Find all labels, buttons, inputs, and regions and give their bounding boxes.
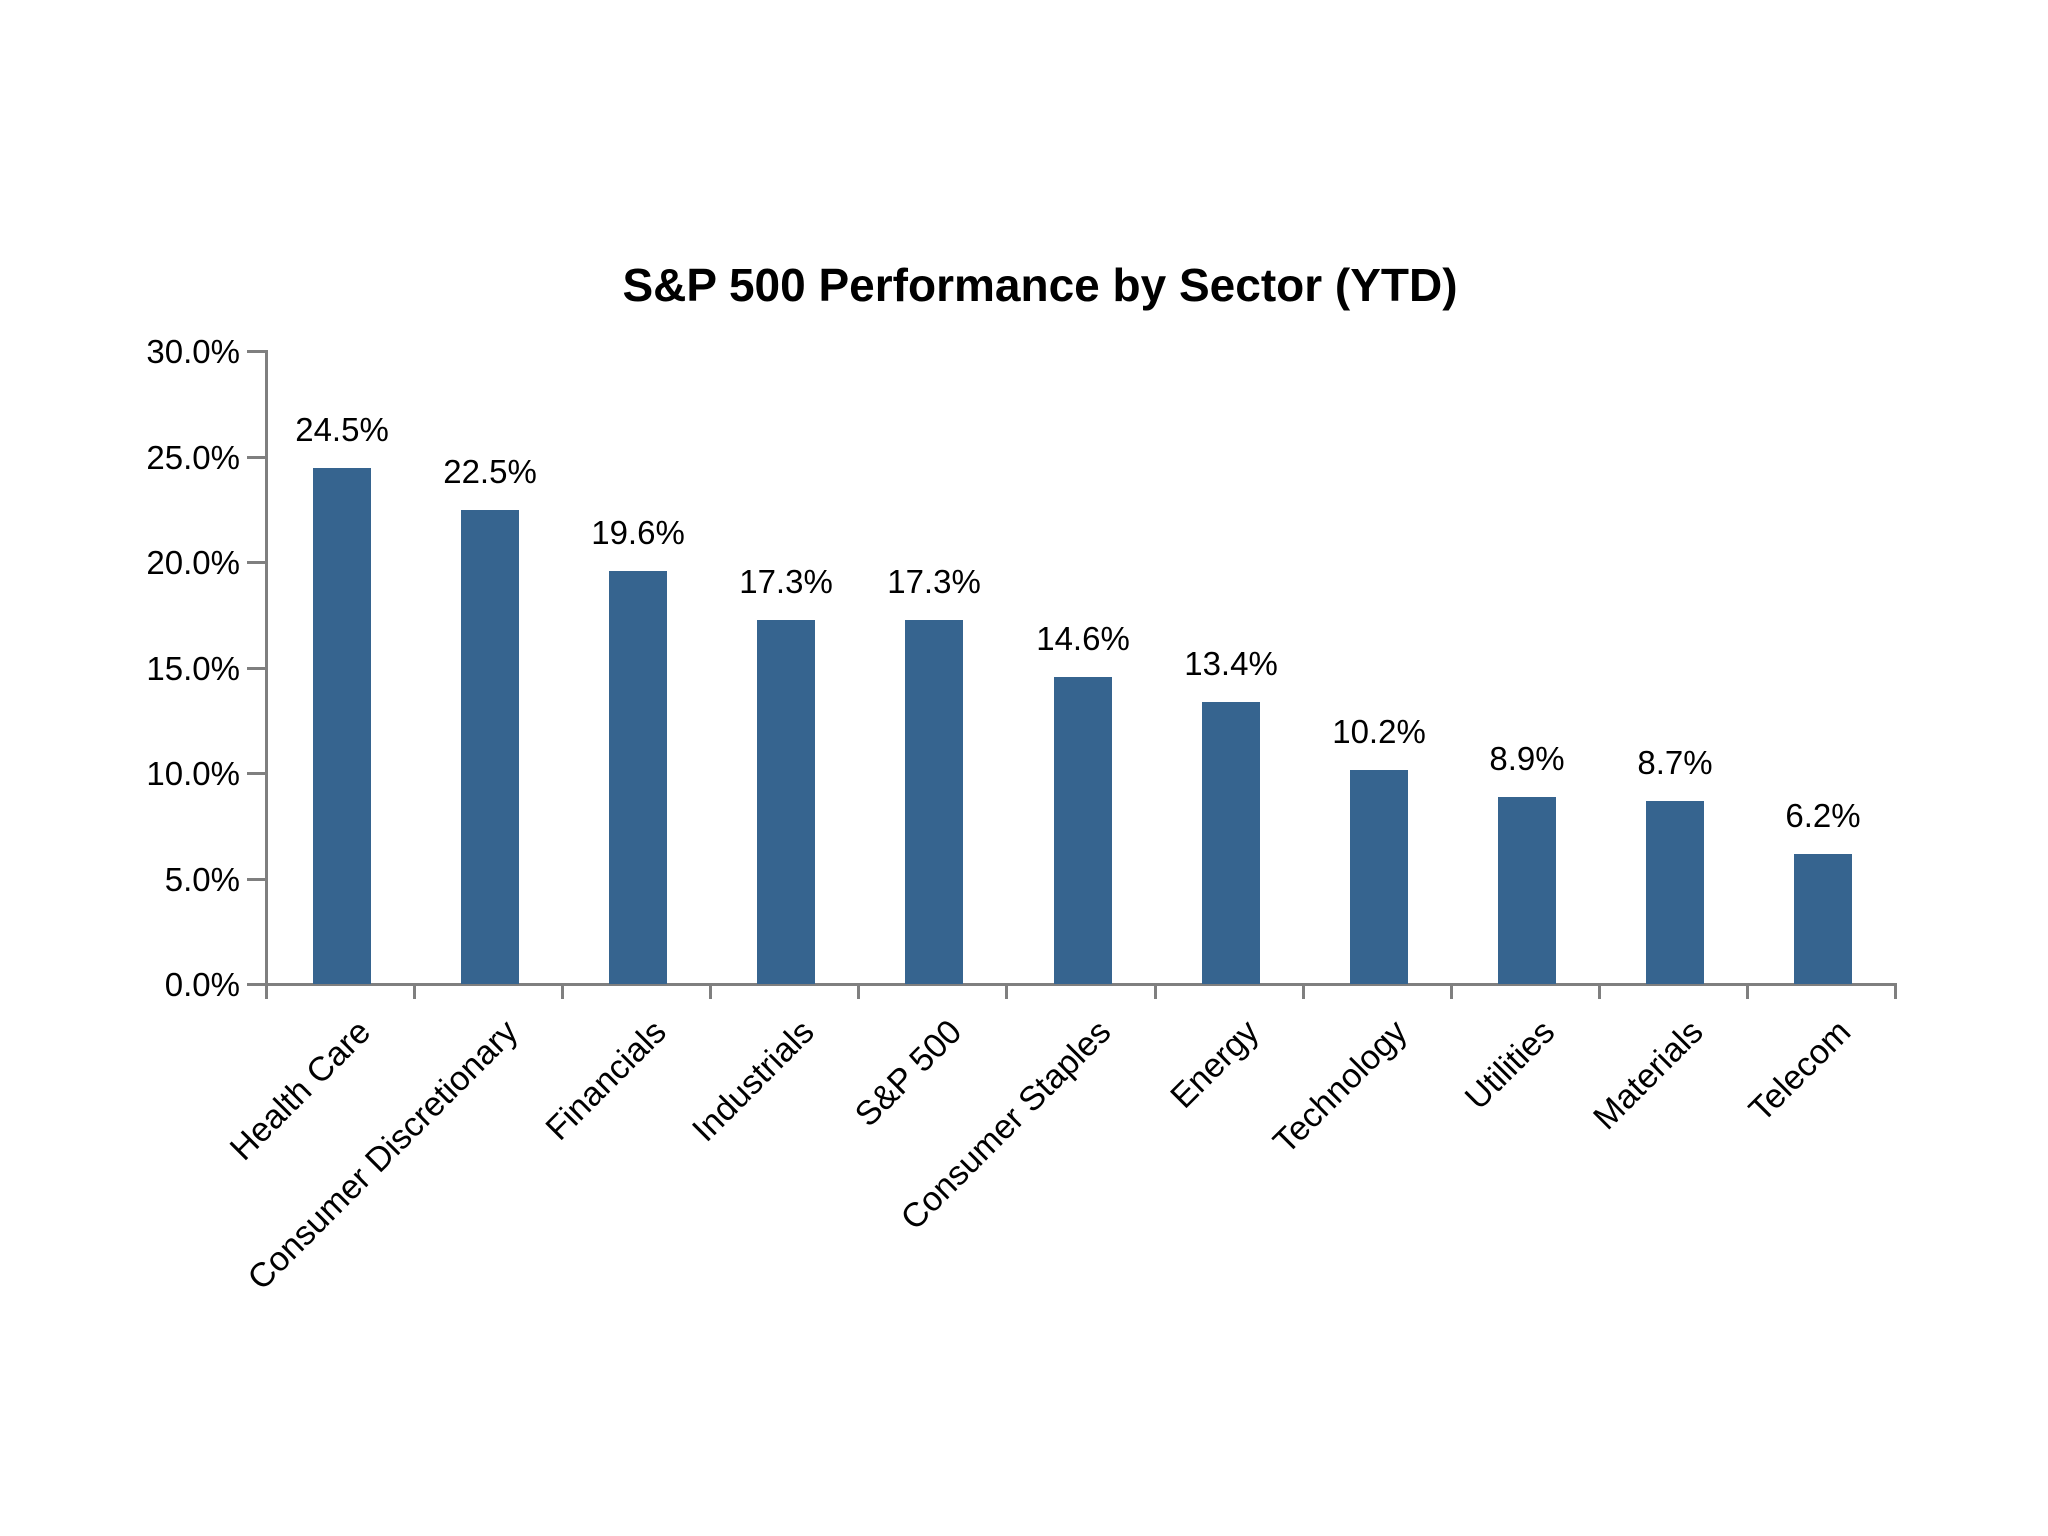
x-tick-mark [857, 983, 860, 999]
category-label: Energy [1163, 1012, 1267, 1116]
x-tick-mark [1894, 983, 1897, 999]
value-label: 8.9% [1489, 740, 1565, 777]
y-axis-label: 10.0% [146, 755, 240, 792]
value-label: 22.5% [443, 453, 537, 490]
y-axis-label: 20.0% [146, 544, 240, 581]
y-axis-label: 25.0% [146, 439, 240, 476]
x-tick-mark [1598, 983, 1601, 999]
chart-title: S&P 500 Performance by Sector (YTD) [622, 259, 1458, 311]
category-label: S&P 500 [848, 1012, 970, 1135]
bar-telecom [1794, 854, 1852, 984]
bar-energy [1202, 702, 1260, 984]
category-label: Health Care [222, 1012, 378, 1168]
y-axis-label: 30.0% [146, 333, 240, 370]
x-tick-mark [1154, 983, 1157, 999]
x-tick-mark [1005, 983, 1008, 999]
x-tick-mark [265, 983, 268, 999]
value-label: 19.6% [591, 514, 685, 551]
y-tick-mark [247, 456, 265, 459]
y-tick-mark [247, 561, 265, 564]
bar-technology [1350, 770, 1408, 984]
value-label: 8.7% [1637, 744, 1713, 781]
category-label: Telecom [1742, 1012, 1859, 1130]
bar-consumer-discretionary [461, 510, 519, 984]
y-axis-line [265, 350, 268, 985]
category-label: Technology [1266, 1012, 1415, 1162]
value-label: 14.6% [1036, 620, 1130, 657]
y-tick-mark [247, 983, 265, 986]
bar-health-care [313, 468, 371, 984]
y-axis-label: 5.0% [164, 861, 240, 898]
category-label: Utilities [1458, 1012, 1563, 1118]
x-tick-mark [1302, 983, 1305, 999]
y-tick-mark [247, 878, 265, 881]
y-tick-mark [247, 772, 265, 775]
bar-industrials [757, 620, 815, 984]
bar-consumer-staples [1054, 677, 1112, 984]
category-label: Industrials [685, 1012, 822, 1150]
y-tick-mark [247, 350, 265, 353]
y-axis-label: 0.0% [164, 966, 240, 1003]
category-label: Materials [1586, 1012, 1711, 1138]
x-tick-mark [1746, 983, 1749, 999]
y-axis-label: 15.0% [146, 650, 240, 687]
bar-materials [1646, 801, 1704, 984]
value-label: 6.2% [1785, 797, 1861, 834]
value-label: 24.5% [295, 411, 389, 448]
x-axis-line [265, 983, 1897, 986]
value-label: 13.4% [1184, 645, 1278, 682]
y-tick-mark [247, 667, 265, 670]
x-tick-mark [561, 983, 564, 999]
value-label: 17.3% [739, 563, 833, 600]
bar-utilities [1498, 797, 1556, 984]
x-tick-mark [1450, 983, 1453, 999]
value-label: 10.2% [1332, 713, 1426, 750]
x-tick-mark [709, 983, 712, 999]
value-label: 17.3% [887, 563, 981, 600]
bar-s-p-500 [905, 620, 963, 984]
category-label: Consumer Discretionary [240, 1012, 526, 1298]
x-tick-mark [413, 983, 416, 999]
category-label: Financials [538, 1012, 674, 1148]
bar-financials [609, 571, 667, 984]
